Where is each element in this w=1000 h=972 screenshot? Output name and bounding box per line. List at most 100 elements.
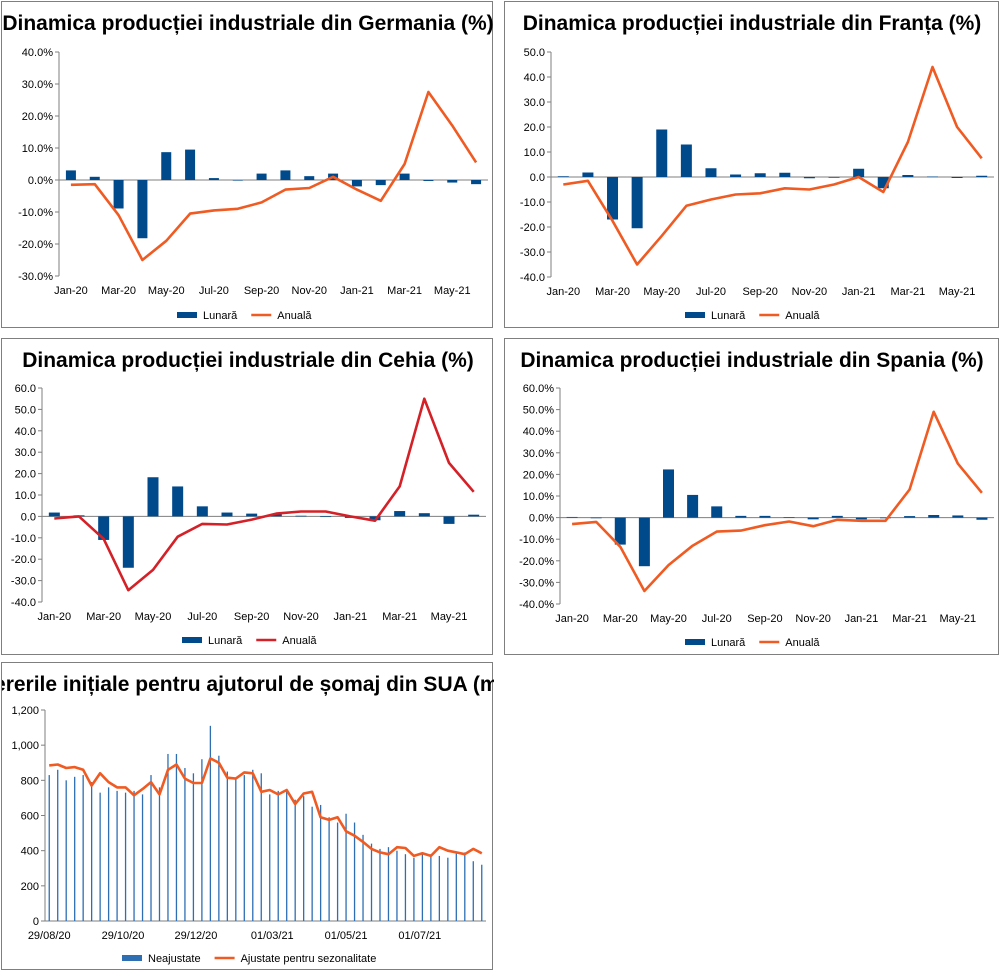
x-tick-label: Jul-20 xyxy=(696,286,726,298)
bar xyxy=(443,516,455,524)
bar xyxy=(320,516,332,518)
x-tick-label: Mar-20 xyxy=(101,285,136,297)
legend-label: Neajustate xyxy=(148,953,201,965)
legend-bar-swatch xyxy=(685,312,705,318)
y-tick-label: 50.0% xyxy=(523,405,554,417)
x-tick-label: 29/08/20 xyxy=(28,930,71,942)
bar xyxy=(379,848,381,921)
bar xyxy=(413,857,415,921)
x-tick-label: Jan-21 xyxy=(340,285,374,297)
y-tick-label: -10.0% xyxy=(18,207,53,219)
bar xyxy=(286,790,288,921)
y-tick-label: -40.0 xyxy=(520,272,545,284)
y-tick-label: 60.0% xyxy=(523,383,554,395)
bar xyxy=(226,771,228,921)
bar xyxy=(369,516,381,521)
bar xyxy=(294,799,296,921)
y-tick-label: 10.0 xyxy=(524,147,545,159)
bar xyxy=(304,176,315,180)
bar xyxy=(124,792,127,921)
bar xyxy=(141,794,144,921)
y-tick-label: 20.0 xyxy=(15,469,36,481)
bar xyxy=(421,852,424,921)
bar xyxy=(209,725,212,921)
x-tick-label: Jan-20 xyxy=(546,286,580,298)
bar xyxy=(877,177,889,189)
y-tick-label: -10.0 xyxy=(520,197,545,209)
legend-bar-swatch xyxy=(182,637,202,643)
bar xyxy=(235,778,237,921)
bar xyxy=(147,477,159,517)
bar xyxy=(137,180,148,239)
x-tick-label: Jan-20 xyxy=(54,285,88,297)
y-tick-label: 10.0 xyxy=(15,490,36,502)
bar xyxy=(423,180,434,181)
bar xyxy=(370,843,373,921)
chart-svg: Dinamica producției industriale din Fran… xyxy=(520,12,994,322)
y-tick-label: -30.0% xyxy=(18,271,53,283)
bar xyxy=(952,515,964,518)
y-tick-label: 600 xyxy=(21,811,39,823)
bar xyxy=(557,176,569,177)
bar xyxy=(638,517,650,567)
bar xyxy=(759,515,771,518)
legend-label: Lunară xyxy=(711,310,746,322)
x-tick-label: May-20 xyxy=(643,286,680,298)
bar xyxy=(48,512,60,517)
chart-spania: Dinamica producției industriale din Span… xyxy=(504,338,999,655)
y-tick-label: 20.0 xyxy=(524,122,545,134)
series-line xyxy=(571,410,983,593)
x-tick-label: May-21 xyxy=(939,613,976,625)
y-tick-label: -10.0 xyxy=(11,533,36,545)
y-tick-label: 10.0% xyxy=(22,143,53,155)
y-tick-label: 0 xyxy=(33,916,39,928)
x-tick-label: Sep-20 xyxy=(234,611,269,623)
y-tick-label: 50.0 xyxy=(15,404,36,416)
bar xyxy=(779,172,791,177)
y-tick-label: 0.0 xyxy=(530,172,545,184)
bar xyxy=(807,517,819,520)
bar xyxy=(396,850,398,921)
legend-label: Lunară xyxy=(203,310,238,322)
bar xyxy=(455,852,457,921)
y-tick-label: -30.0 xyxy=(520,247,545,259)
x-tick-label: May-21 xyxy=(939,286,976,298)
chart-franta: Dinamica producției industriale din Fran… xyxy=(504,1,999,328)
bar xyxy=(260,773,262,921)
bar xyxy=(481,864,483,921)
x-tick-label: Jan-21 xyxy=(842,286,876,298)
y-tick-label: 1,200 xyxy=(11,705,39,717)
bar xyxy=(252,769,254,921)
bar xyxy=(201,759,203,921)
bar xyxy=(246,513,258,517)
bar xyxy=(468,514,480,517)
bar xyxy=(375,180,386,186)
x-tick-label: Nov-20 xyxy=(292,285,327,297)
bar xyxy=(270,514,282,517)
bar xyxy=(280,170,291,180)
x-tick-label: Mar-21 xyxy=(382,611,417,623)
bar xyxy=(328,817,330,921)
legend-label: Lunară xyxy=(208,635,243,647)
bar xyxy=(351,180,362,187)
bar xyxy=(783,517,795,518)
legend-label: Anuală xyxy=(282,635,317,647)
bar xyxy=(831,515,843,518)
x-tick-label: 29/12/20 xyxy=(175,930,218,942)
y-tick-label: -20.0 xyxy=(11,554,36,566)
bar xyxy=(89,176,100,180)
bar xyxy=(65,170,76,180)
bar xyxy=(221,512,233,517)
bar xyxy=(192,773,195,921)
x-tick-label: Jan-20 xyxy=(38,611,72,623)
y-tick-label: 0.0% xyxy=(529,513,554,525)
bar xyxy=(256,173,267,180)
bar xyxy=(614,517,626,545)
bar xyxy=(345,813,347,921)
bar xyxy=(803,177,815,179)
bar xyxy=(607,177,619,220)
bar xyxy=(57,769,59,921)
x-tick-label: May-21 xyxy=(431,611,468,623)
bar xyxy=(74,776,76,921)
bar xyxy=(730,174,742,177)
